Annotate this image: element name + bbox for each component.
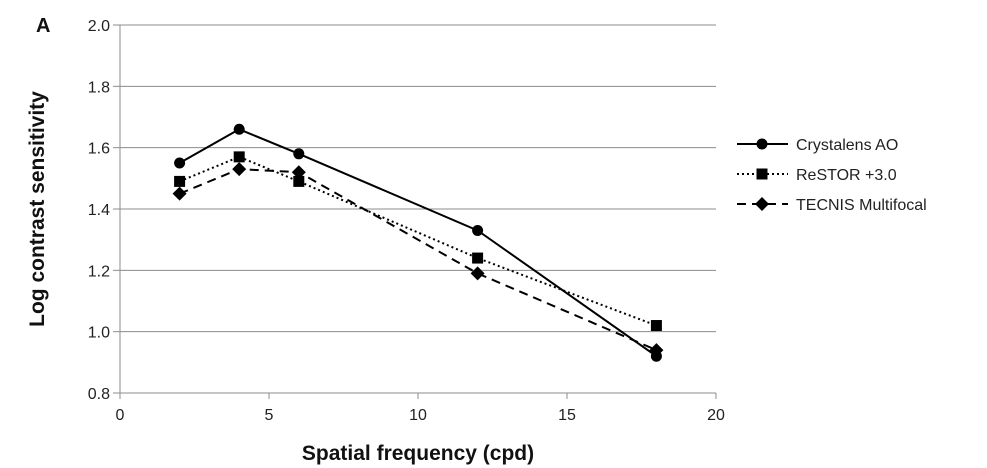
x-tick-label: 15 xyxy=(558,407,576,424)
x-tick-label: 0 xyxy=(116,407,125,424)
data-point xyxy=(174,175,186,187)
x-tick-labels: 0 5 10 15 20 xyxy=(116,407,725,424)
legend: Crystalens AO ReSTOR +3.0 TECNIS Multifoca… xyxy=(737,137,927,214)
data-point xyxy=(172,186,187,201)
x-tick-label: 10 xyxy=(409,407,427,424)
y-tick-label: 1.6 xyxy=(88,141,110,158)
data-point xyxy=(472,224,484,236)
data-point xyxy=(174,157,186,169)
data-point xyxy=(291,165,306,180)
series-0 xyxy=(174,123,662,362)
data-point xyxy=(649,343,664,358)
legend-item: ReSTOR +3.0 xyxy=(737,167,897,184)
y-tick-label: 1.8 xyxy=(88,79,110,96)
legend-item: TECNIS Multifocal xyxy=(737,197,927,214)
series-2 xyxy=(172,162,664,358)
data-point xyxy=(293,175,305,187)
legend-marker xyxy=(755,197,769,211)
series-layer xyxy=(172,123,664,362)
series-line xyxy=(179,155,657,327)
legend-marker xyxy=(756,168,768,180)
series-line xyxy=(179,168,657,351)
axes xyxy=(113,24,717,399)
gridlines xyxy=(120,24,716,333)
series-line xyxy=(179,128,657,358)
x-axis-title: Spatial frequency (cpd) xyxy=(302,442,534,465)
y-tick-label: 1.2 xyxy=(88,263,110,280)
x-tick-label: 5 xyxy=(265,407,274,424)
data-point xyxy=(233,151,245,163)
legend-marker xyxy=(756,138,768,150)
panel-label: A xyxy=(36,15,50,37)
legend-label: Crystalens AO xyxy=(796,137,898,154)
series-1 xyxy=(174,151,662,332)
data-point xyxy=(233,123,245,135)
y-tick-label: 1.0 xyxy=(88,325,110,342)
data-point xyxy=(472,252,484,264)
y-tick-label: 1.4 xyxy=(88,202,110,219)
y-tick-label: 2.0 xyxy=(88,18,110,35)
legend-label: ReSTOR +3.0 xyxy=(796,167,897,184)
data-point xyxy=(470,266,485,281)
data-point xyxy=(293,148,305,160)
y-tick-labels: 0.8 1.0 1.2 1.4 1.6 1.8 2.0 xyxy=(88,18,110,403)
x-tick-label: 20 xyxy=(707,407,725,424)
data-point xyxy=(650,320,662,332)
y-tick-label: 0.8 xyxy=(88,386,110,403)
legend-label: TECNIS Multifocal xyxy=(796,197,927,214)
legend-item: Crystalens AO xyxy=(737,137,898,154)
data-point xyxy=(232,162,247,177)
y-axis-title: Log contrast sensitivity xyxy=(26,91,49,327)
